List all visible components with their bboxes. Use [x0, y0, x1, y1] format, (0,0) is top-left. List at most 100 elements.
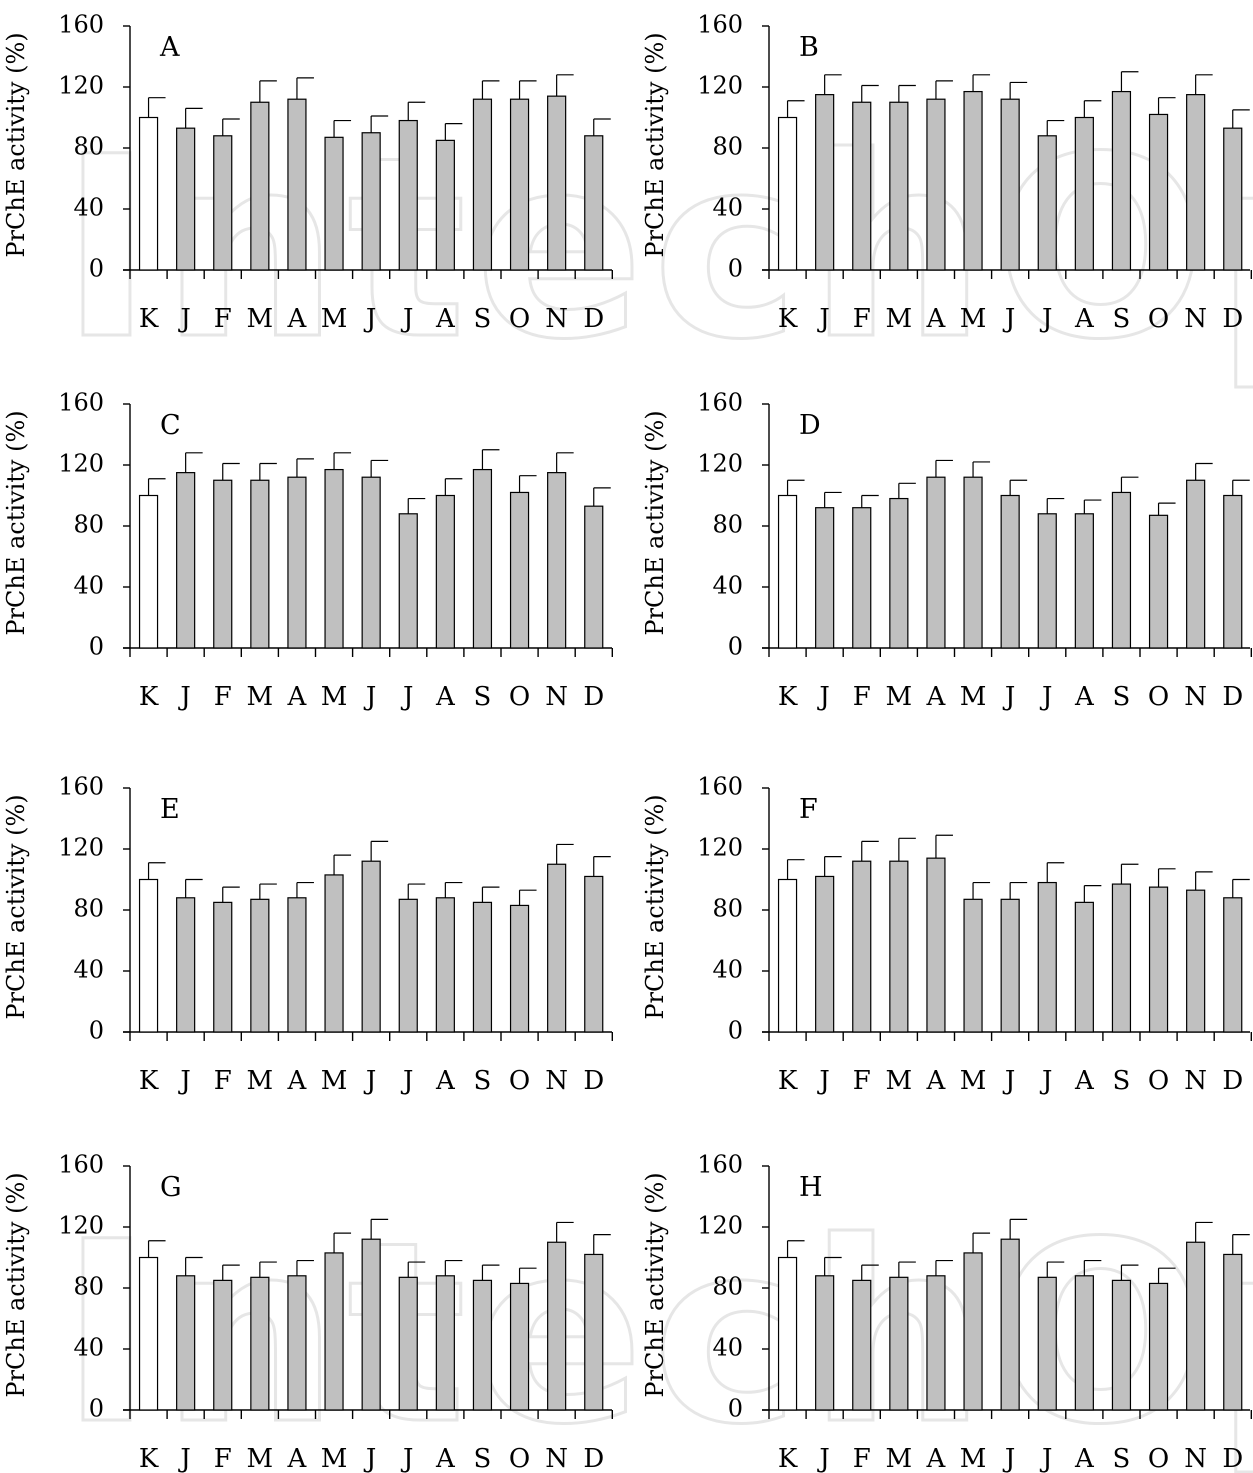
panel-letter: C [160, 410, 181, 441]
x-tick-label: O [509, 304, 530, 334]
y-tick-label: 0 [89, 1017, 104, 1045]
x-tick-label: J [363, 1066, 376, 1096]
bar [926, 1275, 946, 1411]
y-tick-label: 40 [712, 1334, 743, 1362]
x-tick-label: J [400, 1066, 413, 1096]
y-tick-label: 160 [58, 1151, 104, 1179]
x-tick-label: J [177, 304, 190, 334]
x-tick-label: M [321, 1444, 348, 1473]
x-tick-label: K [139, 1066, 159, 1096]
bar [777, 116, 798, 271]
bar [1037, 1276, 1057, 1411]
x-tick-label: J [1039, 1444, 1052, 1473]
x-tick-label: J [816, 304, 829, 334]
bar [963, 898, 983, 1033]
y-tick-label: 80 [73, 1273, 104, 1301]
x-tick-label: N [545, 304, 568, 334]
x-tick-label: N [1184, 1444, 1207, 1473]
y-tick-label: 80 [712, 511, 743, 539]
bar [213, 901, 233, 1033]
bar [435, 494, 455, 649]
bar [250, 479, 270, 649]
y-tick-label: 0 [728, 1017, 743, 1045]
bar [777, 878, 798, 1033]
y-tick-label: 160 [58, 773, 104, 801]
x-tick-label: S [474, 1066, 492, 1096]
bar [1000, 1238, 1020, 1411]
x-tick-label: J [1002, 304, 1015, 334]
x-tick-label: O [1148, 1066, 1169, 1096]
bar [361, 476, 381, 649]
y-tick-label: 120 [697, 450, 743, 478]
bar [472, 98, 493, 271]
bar [398, 119, 418, 271]
x-tick-label: K [139, 304, 159, 334]
bar [398, 1276, 418, 1411]
x-tick-label: D [583, 304, 604, 334]
bar [176, 472, 196, 649]
bar [287, 476, 307, 649]
bar [361, 132, 381, 271]
x-tick-label: F [214, 1066, 232, 1096]
y-tick-label: 80 [712, 895, 743, 923]
panel-letter: G [160, 1172, 182, 1203]
y-axis-title: PrChE activity (%) [2, 410, 30, 635]
x-tick-label: M [960, 1444, 987, 1473]
y-tick-label: 80 [73, 895, 104, 923]
x-tick-label: M [321, 1066, 348, 1096]
x-tick-label: A [435, 682, 456, 712]
x-tick-label: A [1074, 1444, 1095, 1473]
x-tick-label: M [960, 682, 987, 712]
x-tick-label: F [853, 1444, 871, 1473]
bar [889, 101, 909, 271]
x-tick-label: A [926, 304, 947, 334]
bar [398, 513, 418, 649]
bar [963, 1252, 983, 1411]
bar [509, 491, 530, 649]
y-tick-label: 0 [728, 633, 743, 661]
y-tick-label: 120 [697, 1212, 743, 1240]
bar [324, 1252, 344, 1411]
bar [250, 101, 270, 271]
x-tick-label: K [139, 682, 159, 712]
x-tick-label: J [177, 682, 190, 712]
y-tick-label: 40 [712, 956, 743, 984]
bar [250, 1276, 270, 1411]
bar [1000, 494, 1020, 649]
bar [213, 1279, 233, 1411]
bar [1074, 513, 1094, 649]
x-tick-label: K [139, 1444, 159, 1473]
x-tick-label: J [363, 1444, 376, 1473]
x-tick-label: J [1039, 682, 1052, 712]
y-tick-label: 120 [58, 1212, 104, 1240]
x-tick-label: M [247, 304, 274, 334]
bar [213, 135, 233, 271]
x-tick-label: M [886, 304, 913, 334]
x-tick-label: K [778, 682, 798, 712]
x-tick-label: K [778, 1444, 798, 1473]
x-tick-label: S [1113, 304, 1131, 334]
x-tick-label: O [1148, 304, 1169, 334]
bar [361, 860, 381, 1033]
bar [1037, 513, 1057, 649]
bar [1111, 491, 1132, 649]
bar [1223, 127, 1243, 271]
bar [1074, 901, 1094, 1033]
x-tick-label: D [1222, 1066, 1243, 1096]
y-tick-label: 120 [58, 834, 104, 862]
bar [472, 1279, 493, 1411]
panel-letter: E [160, 794, 180, 825]
bar [547, 1241, 567, 1411]
x-tick-label: S [474, 1444, 492, 1473]
bar [852, 507, 872, 649]
bar [1148, 514, 1169, 649]
x-tick-label: S [1113, 682, 1131, 712]
x-tick-label: A [435, 1066, 456, 1096]
bar [889, 497, 909, 649]
bar [287, 897, 307, 1033]
bar [815, 875, 835, 1033]
x-tick-label: A [287, 1444, 308, 1473]
y-tick-label: 0 [89, 1395, 104, 1423]
